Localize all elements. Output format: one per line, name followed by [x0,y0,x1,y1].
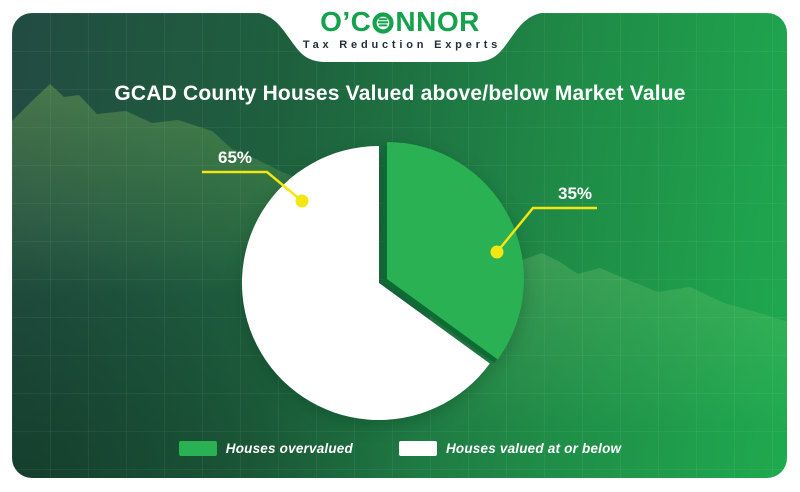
pie-slices [241,142,524,421]
callout-line-65 [202,170,303,202]
legend-item: Houses overvalued [178,441,353,456]
legend-swatch [178,441,217,456]
legend-swatch [398,441,437,456]
pie-label-35: 35% [557,184,593,203]
pie-label-65: 65% [217,148,253,167]
brand-tagline: Tax Reduction Experts [302,39,502,51]
legend-item: Houses valued at or below [398,441,622,456]
callout-dot-65 [295,194,309,208]
callout-dot-35 [490,245,504,259]
pie-slice-1 [241,146,490,421]
legend-label: Houses overvalued [225,441,353,456]
logo-dial-o-icon [372,12,394,34]
brand-name-suffix: NNOR [395,5,480,37]
logo-ribbon [254,0,546,62]
legend-label: Houses valued at or below [445,441,622,456]
pie-callouts [202,170,597,259]
brand-name-prefix: O’C [320,5,372,37]
legend: Houses overvalued Houses valued at or bel… [0,441,800,456]
brand-logo: O’C NNOR Tax Reduction Experts [0,5,800,52]
brand-name: O’C NNOR [320,5,480,38]
pie-slice-0 [387,142,524,360]
chart-title: GCAD County Houses Valued above/below Ma… [114,82,686,105]
callout-line-35 [496,206,597,253]
mountain-left [12,84,306,300]
